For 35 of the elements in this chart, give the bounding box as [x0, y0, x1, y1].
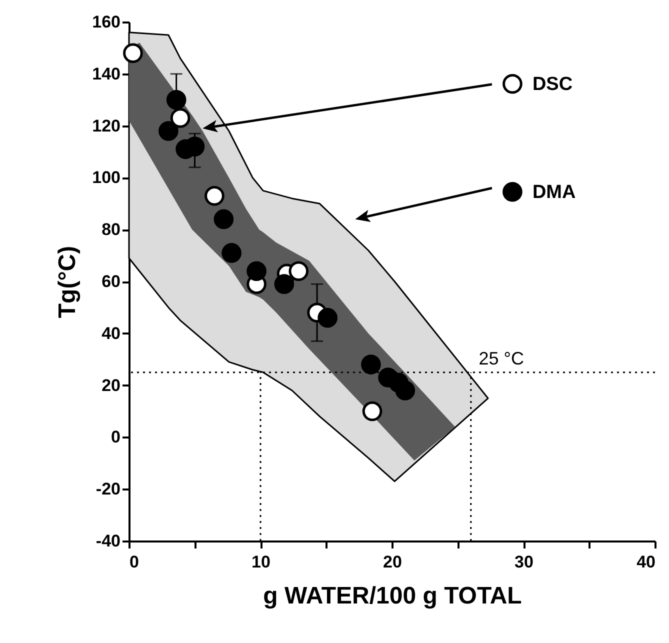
point [214, 209, 234, 230]
y-tick-label: 80 [102, 220, 120, 240]
point [158, 121, 178, 141]
point [274, 274, 294, 294]
x-tick-label: 10 [252, 552, 270, 572]
point [395, 380, 416, 400]
y-tick-label: -40 [96, 532, 120, 550]
point [288, 261, 309, 282]
y-tick-label: -20 [96, 480, 120, 499]
point [246, 261, 266, 282]
point [362, 401, 382, 422]
x-tick-label: 30 [514, 552, 534, 572]
x-axis-title: g WATER/100 g TOTAL [263, 582, 522, 610]
y-tick-label: 100 [92, 168, 120, 188]
ref-line-label: 25 °C [478, 348, 524, 368]
y-tick-label: 60 [102, 272, 120, 291]
point [123, 43, 143, 64]
point [204, 186, 224, 206]
y-tick-label: 160 [92, 12, 120, 32]
y-axis-title: Tg(°C) [54, 246, 82, 318]
x-tick-label: 20 [383, 552, 402, 572]
x-tick-label: 0 [130, 552, 139, 572]
y-tick-label: 140 [92, 64, 120, 84]
y-tick-label: 0 [111, 428, 120, 447]
y-tick-label: 40 [102, 324, 120, 343]
y-tick-label: 120 [92, 116, 120, 136]
point [170, 108, 190, 128]
y-tick-label: 20 [102, 376, 120, 395]
x-tick-label: 40 [636, 552, 656, 572]
legend-label: DMA [532, 182, 576, 203]
point [361, 354, 381, 374]
legend-label: DSC [532, 74, 573, 95]
point [166, 90, 186, 110]
point [222, 243, 242, 263]
point [318, 308, 338, 328]
